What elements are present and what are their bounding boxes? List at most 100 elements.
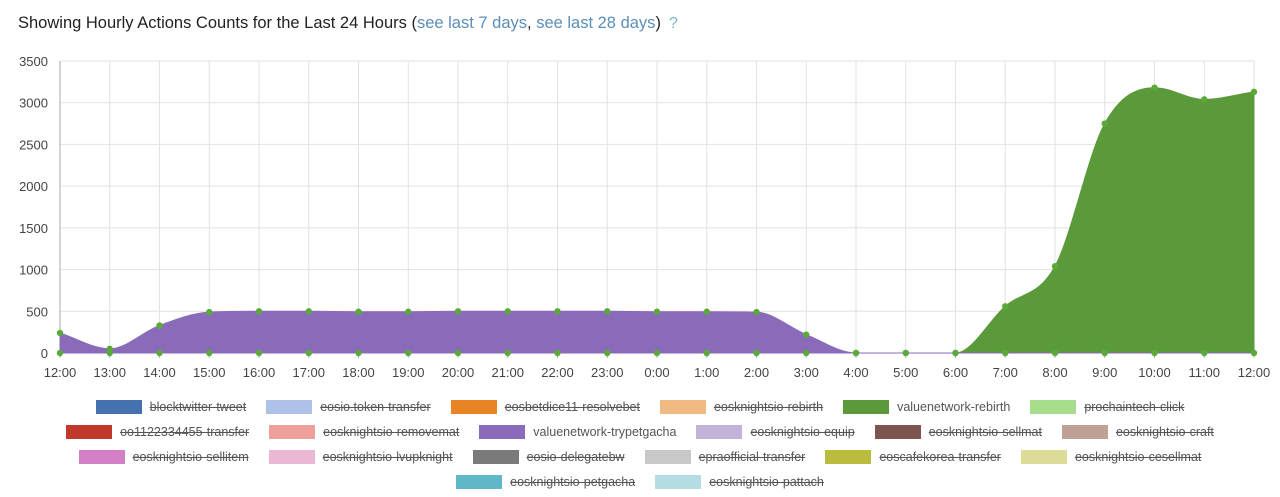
legend-label: eosio-delegatebw bbox=[526, 449, 625, 464]
x-tick-label: 12:00 bbox=[44, 365, 77, 380]
data-point-valuenetwork-trypetgacha bbox=[604, 308, 611, 315]
legend-item[interactable]: valuenetwork-trypetgacha bbox=[479, 424, 677, 439]
legend-item[interactable]: valuenetwork-rebirth bbox=[843, 399, 1011, 414]
help-icon[interactable]: ? bbox=[668, 15, 678, 32]
x-tick-label: 17:00 bbox=[292, 365, 325, 380]
legend-label: eosknightsio-craft bbox=[1115, 424, 1214, 439]
legend-swatch bbox=[456, 474, 503, 489]
x-tick-label: 12:00 bbox=[1238, 365, 1271, 380]
data-point-valuenetwork-rebirth bbox=[156, 349, 163, 357]
legend-item[interactable]: eoscafekorea-transfer bbox=[825, 449, 1001, 464]
data-point-valuenetwork-trypetgacha bbox=[653, 308, 661, 315]
data-point-valuenetwork-rebirth bbox=[355, 349, 362, 357]
legend-item[interactable]: eosknightsio-craft bbox=[1061, 424, 1214, 439]
legend-swatch bbox=[696, 424, 743, 439]
data-point-valuenetwork-trypetgacha bbox=[554, 308, 561, 315]
legend-swatch bbox=[66, 424, 113, 439]
legend-swatch bbox=[266, 399, 313, 414]
legend-label: eosio.token-transfer bbox=[320, 399, 431, 414]
data-point-valuenetwork-rebirth bbox=[56, 349, 64, 357]
y-tick-label: 2000 bbox=[19, 179, 48, 194]
data-point-valuenetwork-trypetgacha bbox=[1151, 349, 1158, 357]
data-point-valuenetwork-rebirth bbox=[504, 349, 511, 357]
see-last-28-days-link[interactable]: see last 28 days bbox=[536, 14, 656, 32]
data-point-valuenetwork-trypetgacha bbox=[405, 308, 412, 315]
data-point-valuenetwork-trypetgacha bbox=[852, 349, 860, 357]
y-tick-label: 3500 bbox=[19, 54, 48, 69]
data-point-valuenetwork-rebirth bbox=[206, 349, 213, 357]
legend-row: eosknightsio-sellitem eosknightsio-lvupkn… bbox=[0, 444, 1280, 469]
x-tick-label: 0:00 bbox=[644, 365, 669, 380]
legend-swatch bbox=[843, 399, 890, 414]
x-tick-label: 20:00 bbox=[442, 365, 475, 380]
legend-swatch bbox=[268, 449, 315, 464]
data-point-valuenetwork-rebirth bbox=[703, 349, 710, 357]
x-tick-label: 8:00 bbox=[1042, 365, 1067, 380]
x-tick-label: 9:00 bbox=[1092, 365, 1117, 380]
legend-label: eosknightsio-lvupknight bbox=[322, 449, 453, 464]
legend-item[interactable]: eosio-delegatebw bbox=[472, 449, 625, 464]
legend-item[interactable]: prochaintech-click bbox=[1030, 399, 1184, 414]
x-tick-label: 18:00 bbox=[342, 365, 375, 380]
y-tick-label: 2500 bbox=[19, 137, 48, 152]
legend-swatch bbox=[1020, 449, 1067, 464]
data-point-valuenetwork-trypetgacha bbox=[1101, 349, 1108, 357]
x-tick-label: 16:00 bbox=[243, 365, 276, 380]
data-point-valuenetwork-rebirth bbox=[1002, 303, 1009, 310]
legend-item[interactable]: eosio.token-transfer bbox=[266, 399, 431, 414]
legend-item[interactable]: eosknightsio-sellitem bbox=[78, 449, 249, 464]
legend-label: valuenetwork-rebirth bbox=[897, 399, 1011, 414]
data-point-valuenetwork-trypetgacha bbox=[1002, 349, 1009, 357]
see-last-7-days-link[interactable]: see last 7 days bbox=[416, 14, 528, 32]
legend-swatch bbox=[644, 449, 691, 464]
x-tick-label: 23:00 bbox=[591, 365, 624, 380]
legend-label: eoscafekorea-transfer bbox=[879, 449, 1001, 464]
legend-item[interactable]: oo1122334455-transfer bbox=[66, 424, 250, 439]
legend-item[interactable]: eosbetdice11-resolvebet bbox=[450, 399, 640, 414]
legend-swatch bbox=[78, 449, 125, 464]
legend-row: oo1122334455-transfer eosknightsio-remove… bbox=[0, 419, 1280, 444]
legend-label: eosknightsio-sellmat bbox=[928, 424, 1042, 439]
legend-label: valuenetwork-trypetgacha bbox=[533, 424, 677, 439]
legend-row: blocktwitter-tweet eosio.token-transfer eo… bbox=[0, 394, 1280, 419]
y-tick-label: 1500 bbox=[19, 221, 48, 236]
legend-item[interactable]: eosknightsio-sellmat bbox=[874, 424, 1042, 439]
legend-label: eosknightsio-removemat bbox=[323, 424, 460, 439]
data-point-valuenetwork-rebirth bbox=[604, 349, 611, 357]
data-point-valuenetwork-trypetgacha bbox=[56, 329, 64, 337]
data-point-valuenetwork-rebirth bbox=[255, 349, 263, 357]
data-point-valuenetwork-trypetgacha bbox=[206, 308, 213, 316]
x-tick-label: 13:00 bbox=[93, 365, 126, 380]
data-point-valuenetwork-trypetgacha bbox=[255, 308, 263, 315]
legend-swatch bbox=[1061, 424, 1108, 439]
data-point-valuenetwork-trypetgacha bbox=[454, 308, 462, 315]
y-tick-label: 3000 bbox=[19, 96, 48, 111]
legend-item[interactable]: eosknightsio-rebirth bbox=[659, 399, 823, 414]
legend-item[interactable]: blocktwitter-tweet bbox=[95, 399, 246, 414]
data-point-valuenetwork-rebirth bbox=[803, 349, 810, 357]
legend-item[interactable]: eosknightsio-petgacha bbox=[456, 474, 635, 489]
data-point-valuenetwork-trypetgacha bbox=[355, 308, 362, 315]
legend-item[interactable]: eosknightsio-pattach bbox=[655, 474, 824, 489]
legend-swatch bbox=[1030, 399, 1077, 414]
data-point-valuenetwork-rebirth bbox=[653, 349, 661, 357]
legend-item[interactable]: eosknightsio-equip bbox=[696, 424, 855, 439]
legend-item[interactable]: epraofficial-transfer bbox=[644, 449, 806, 464]
x-tick-label: 22:00 bbox=[541, 365, 574, 380]
data-point-valuenetwork-rebirth bbox=[454, 349, 462, 357]
x-tick-label: 19:00 bbox=[392, 365, 425, 380]
x-tick-label: 10:00 bbox=[1138, 365, 1171, 380]
data-point-valuenetwork-rebirth bbox=[1151, 84, 1158, 91]
legend-label: oo1122334455-transfer bbox=[120, 424, 250, 439]
x-tick-label: 2:00 bbox=[744, 365, 769, 380]
legend-swatch bbox=[472, 449, 519, 464]
x-tick-label: 6:00 bbox=[943, 365, 968, 380]
x-tick-label: 5:00 bbox=[893, 365, 918, 380]
legend-item[interactable]: eosknightsio-removemat bbox=[269, 424, 460, 439]
y-tick-label: 500 bbox=[26, 304, 48, 319]
legend-item[interactable]: eosknightsio-lvupknight bbox=[268, 449, 453, 464]
legend-item[interactable]: eosknightsio-cesellmat bbox=[1020, 449, 1201, 464]
data-point-valuenetwork-trypetgacha bbox=[1201, 349, 1208, 357]
legend-label: epraofficial-transfer bbox=[698, 449, 806, 464]
data-point-valuenetwork-trypetgacha bbox=[703, 308, 710, 315]
